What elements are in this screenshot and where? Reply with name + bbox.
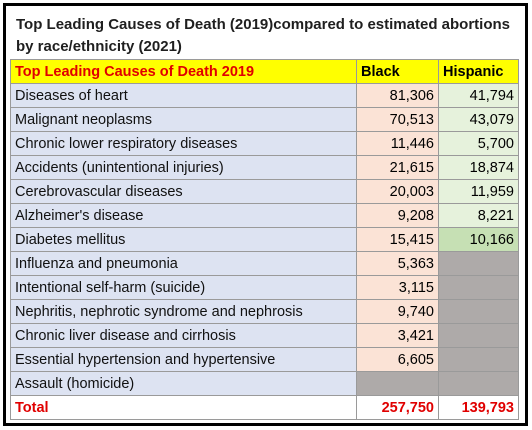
black-value-cell: 3,421 [356,323,439,348]
black-value-cell: 11,446 [356,131,439,156]
header-row: Top Leading Causes of Death 2019 Black H… [10,59,519,84]
table-row: Diseases of heart 81,306 41,794 [10,83,519,108]
cause-cell: Diabetes mellitus [10,227,357,252]
hispanic-value-cell: 5,700 [438,131,519,156]
black-value-cell: 9,208 [356,203,439,228]
hispanic-value-cell: 11,959 [438,179,519,204]
total-hispanic: 139,793 [438,395,519,420]
empty-cell [438,371,519,396]
chart-title: Top Leading Causes of Death (2019)compar… [16,16,510,55]
hispanic-value-cell: 43,079 [438,107,519,132]
cause-cell: Alzheimer's disease [10,203,357,228]
table-row: Cerebrovascular diseases 20,003 11,959 [10,179,519,204]
header-black: Black [356,59,439,84]
empty-cell [438,323,519,348]
black-value-cell: 5,363 [356,251,439,276]
table-row: Accidents (unintentional injuries) 21,615… [10,155,519,180]
cause-cell: Essential hypertension and hypertensive [10,347,357,372]
empty-cell [438,251,519,276]
total-label: Total [10,395,357,420]
causes-table: Top Leading Causes of Death 2019 Black H… [10,59,519,420]
black-value-cell: 20,003 [356,179,439,204]
cause-cell: Malignant neoplasms [10,107,357,132]
black-value-cell: 21,615 [356,155,439,180]
cause-cell: Assault (homicide) [10,371,357,396]
cause-cell: Chronic liver disease and cirrhosis [10,323,357,348]
cause-cell: Accidents (unintentional injuries) [10,155,357,180]
total-row: Total 257,750 139,793 [10,395,519,420]
cause-cell: Influenza and pneumonia [10,251,357,276]
table-row: Alzheimer's disease 9,208 8,221 [10,203,519,228]
table-row: Chronic lower respiratory diseases 11,446… [10,131,519,156]
hispanic-value-cell: 8,221 [438,203,519,228]
cause-cell: Nephritis, nephrotic syndrome and nephro… [10,299,357,324]
black-value-cell: 81,306 [356,83,439,108]
table-row: Diabetes mellitus 15,415 10,166 [10,227,519,252]
black-value-cell: 15,415 [356,227,439,252]
hispanic-value-cell: 41,794 [438,83,519,108]
cause-cell: Chronic lower respiratory diseases [10,131,357,156]
table-row: Chronic liver disease and cirrhosis 3,421 [10,323,519,348]
empty-cell [438,275,519,300]
table-row: Malignant neoplasms 70,513 43,079 [10,107,519,132]
total-black: 257,750 [356,395,439,420]
header-hispanic: Hispanic [438,59,519,84]
empty-cell [356,371,439,396]
black-value-cell: 9,740 [356,299,439,324]
black-value-cell: 70,513 [356,107,439,132]
empty-cell [438,299,519,324]
black-value-cell: 6,605 [356,347,439,372]
black-value-cell: 3,115 [356,275,439,300]
table-row: Intentional self-harm (suicide) 3,115 [10,275,519,300]
empty-cell [438,347,519,372]
table-row: Essential hypertension and hypertensive 6… [10,347,519,372]
hispanic-value-cell: 18,874 [438,155,519,180]
hispanic-value-cell: 10,166 [438,227,519,252]
cause-cell: Diseases of heart [10,83,357,108]
cause-cell: Cerebrovascular diseases [10,179,357,204]
header-cause: Top Leading Causes of Death 2019 [10,59,357,84]
table-row: Influenza and pneumonia 5,363 [10,251,519,276]
table-row: Nephritis, nephrotic syndrome and nephro… [10,299,519,324]
cause-cell: Intentional self-harm (suicide) [10,275,357,300]
table-row: Assault (homicide) [10,371,519,396]
